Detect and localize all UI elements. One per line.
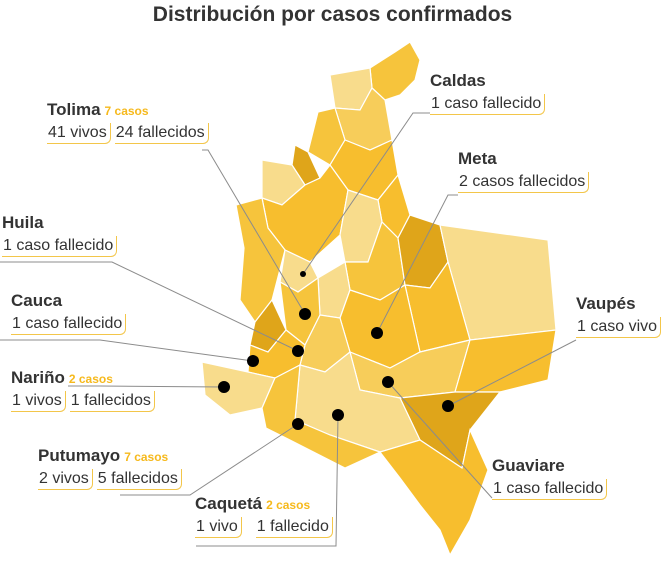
- label-narino-name: Nariño: [11, 368, 65, 387]
- label-cauca: Cauca 1 caso fallecido: [11, 291, 127, 336]
- marker-caqueta: [332, 409, 344, 421]
- label-guaviare-item-1: 1 caso fallecido: [492, 479, 608, 500]
- label-tolima: Tolima 7 casos 41 vivos 24 fallecidos: [47, 100, 209, 145]
- label-guaviare-name: Guaviare: [492, 456, 565, 475]
- marker-vaupes: [442, 400, 454, 412]
- label-cauca-name: Cauca: [11, 291, 63, 310]
- leader-guaviare: [387, 381, 493, 499]
- label-caqueta-cases: 2 casos: [266, 498, 311, 512]
- leader-tolima: [202, 149, 306, 315]
- label-caqueta-item-1: 1 vivo: [195, 517, 242, 538]
- label-meta-item-1: 2 casos fallecidos: [458, 172, 590, 193]
- marker-caldas: [300, 271, 306, 277]
- label-cauca-item-1: 1 caso fallecido: [11, 314, 127, 335]
- marker-putumayo: [292, 418, 304, 430]
- marker-tolima: [299, 308, 311, 320]
- label-caqueta-name: Caquetá: [195, 494, 263, 513]
- label-meta: Meta 2 casos fallecidos: [458, 149, 590, 194]
- marker-huila: [292, 345, 304, 357]
- label-putumayo-cases: 7 casos: [124, 450, 169, 464]
- label-tolima-item-1: 41 vivos: [47, 123, 111, 144]
- region-guainia: [454, 329, 557, 393]
- label-meta-name: Meta: [458, 149, 497, 168]
- leader-narino: [68, 385, 225, 388]
- label-caqueta-item-2: 1 fallecido: [255, 517, 333, 538]
- region-putumayo: [261, 363, 382, 469]
- label-tolima-cases: 7 casos: [104, 104, 149, 118]
- label-narino: Nariño 2 casos 1 vivos 1 fallecidos: [11, 368, 155, 413]
- label-vaupes: Vaupés 1 caso vivo: [576, 294, 662, 339]
- region-la-guajira: [369, 41, 421, 101]
- leader-huila: [0, 261, 299, 352]
- leader-meta: [376, 194, 458, 334]
- leader-vaupes: [447, 339, 577, 407]
- label-caldas-item-1: 1 caso fallecido: [430, 94, 546, 115]
- region-amazonas: [378, 428, 489, 557]
- marker-narino: [218, 381, 230, 393]
- label-putumayo-item-2: 5 fallecidos: [96, 469, 182, 490]
- label-caldas-name: Caldas: [430, 71, 486, 90]
- map-title: Distribución por casos confirmados: [152, 3, 513, 26]
- marker-cauca: [247, 355, 259, 367]
- leader-caqueta: [196, 414, 339, 547]
- leader-putumayo: [120, 423, 299, 496]
- label-vaupes-name: Vaupés: [576, 294, 636, 313]
- label-tolima-name: Tolima: [47, 100, 101, 119]
- leader-caldas: [302, 112, 430, 275]
- label-huila-name: Huila: [2, 213, 44, 232]
- label-narino-item-2: 1 fallecidos: [69, 391, 155, 412]
- case-markers: [218, 271, 454, 430]
- label-putumayo-name: Putumayo: [38, 446, 121, 465]
- label-putumayo-item-1: 2 vivos: [38, 469, 93, 490]
- leader-lines: [0, 112, 577, 547]
- label-narino-cases: 2 casos: [68, 372, 113, 386]
- label-vaupes-item-1: 1 caso vivo: [576, 317, 662, 338]
- department-regions: [201, 41, 557, 557]
- label-tolima-item-2: 24 fallecidos: [114, 123, 209, 144]
- label-narino-item-1: 1 vivos: [11, 391, 66, 412]
- leader-cauca: [0, 339, 254, 362]
- label-huila-item-1: 1 caso fallecido: [2, 236, 118, 257]
- label-caldas: Caldas 1 caso fallecido: [430, 71, 546, 116]
- marker-guaviare: [382, 376, 394, 388]
- marker-meta: [371, 327, 383, 339]
- label-guaviare: Guaviare 1 caso fallecido: [492, 456, 608, 501]
- label-putumayo: Putumayo 7 casos 2 vivos 5 fallecidos: [38, 446, 182, 491]
- label-huila: Huila 1 caso fallecido: [2, 213, 118, 258]
- label-caqueta: Caquetá 2 casos 1 vivo 1 fallecido: [195, 494, 333, 539]
